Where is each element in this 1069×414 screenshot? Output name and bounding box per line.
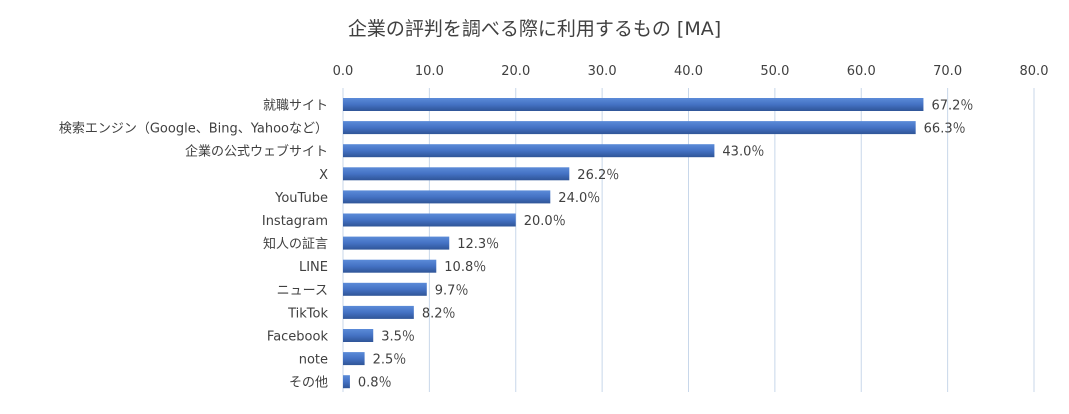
x-tick-label: 40.0 [674,64,703,79]
value-label: 26.2％ [577,168,619,183]
category-label: YouTube [274,191,328,206]
x-tick-label: 10.0 [415,64,444,79]
x-axis: 0.0 10.0 20.0 30.0 40.0 50.0 60.0 70.0 80.0 [333,64,1049,79]
bar [343,259,437,273]
category-label: note [299,353,328,368]
value-label: 20.0％ [524,214,566,229]
bar [343,121,916,135]
x-tick-label: 0.0 [333,64,354,79]
category-label: Facebook [267,330,329,345]
x-tick-label: 60.0 [847,64,876,79]
bar [343,213,516,227]
x-tick-label: 80.0 [1020,64,1049,79]
value-label: 2.5％ [373,353,407,368]
bar [343,329,374,342]
category-label: その他 [289,376,328,391]
bar [343,352,365,366]
category-label: Instagram [262,214,328,229]
value-label: 3.5％ [381,330,415,345]
bar [343,98,924,111]
category-label: X [319,168,328,183]
bar [343,236,450,250]
value-label: 43.0％ [722,145,764,160]
x-tick-label: 20.0 [501,64,530,79]
value-label: 12.3％ [457,237,499,252]
chart-title: 企業の評判を調べる際に利用するもの [MA] [347,18,722,40]
x-tick-label: 50.0 [760,64,789,79]
bar [343,190,551,204]
bars [343,98,924,389]
category-label: LINE [299,260,328,275]
value-label: 10.8％ [444,260,486,275]
category-label: 企業の公式ウェブサイト [185,144,328,160]
bar [343,375,350,389]
bar [343,305,414,319]
value-label: 0.8％ [358,376,392,391]
bar [343,144,715,158]
value-label: 9.7％ [435,283,469,298]
category-label: 知人の証言 [263,236,328,252]
category-label: TikTok [287,306,328,321]
value-label: 24.0％ [558,191,600,206]
category-label: 検索エンジン（Google、Bing、Yahooなど） [59,122,328,137]
value-label: 8.2％ [422,306,456,321]
bar [343,282,427,296]
value-labels: 67.2％ 66.3％ 43.0％ 26.2％ 24.0％ 20.0％ 12.3％ 10.8％… [358,99,973,391]
category-label: 就職サイト [263,99,328,114]
category-label: ニュース [277,283,328,298]
x-tick-label: 70.0 [933,64,962,79]
value-label: 67.2％ [931,99,973,114]
bar [343,167,570,181]
value-label: 66.3％ [924,122,966,137]
x-tick-label: 30.0 [588,64,617,79]
